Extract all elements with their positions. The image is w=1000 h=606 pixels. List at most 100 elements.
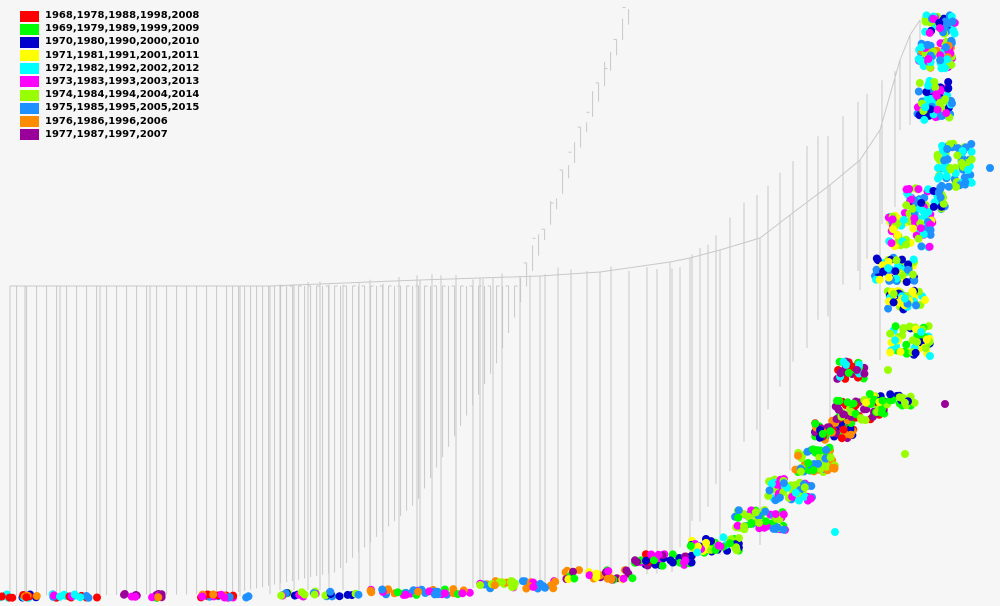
tree-tip: [795, 496, 803, 505]
tree-tip: [943, 155, 952, 164]
tree-tip: [947, 60, 956, 69]
tree-tip: [932, 90, 941, 99]
tree-tip: [84, 593, 93, 602]
tree-tip: [826, 427, 835, 436]
legend-item: 1969,1979,1989,1999,2009: [20, 23, 199, 35]
tree-tip: [815, 453, 824, 462]
tree-tip: [941, 17, 950, 26]
tree-tip: [922, 88, 931, 96]
tree-tip: [767, 479, 776, 488]
tree-tip: [878, 396, 887, 405]
tree-tip: [765, 486, 774, 495]
tree-tip: [837, 434, 846, 443]
tree-tip: [884, 264, 893, 273]
tree-tip: [518, 577, 527, 586]
tree-tip: [944, 78, 953, 86]
tree-branch: [879, 59, 901, 131]
legend-item: 1968,1978,1988,1998,2008: [20, 10, 199, 22]
tree-tip: [929, 15, 938, 23]
legend-item: 1973,1983,1993,2003,2013: [20, 76, 199, 88]
tree-tip: [732, 543, 741, 552]
tree-tip: [924, 55, 933, 63]
tree-tip: [32, 592, 41, 600]
legend-label: 1968,1978,1988,1998,2008: [45, 10, 200, 21]
tree-tip: [860, 369, 869, 378]
tree-tip: [220, 593, 229, 602]
tree-tip: [498, 578, 507, 587]
tree-tip: [849, 399, 858, 408]
tree-tip: [740, 522, 748, 531]
tree-tip: [619, 574, 628, 583]
tree-tip: [761, 517, 770, 526]
tree-tip: [967, 155, 976, 164]
tree-tip: [310, 590, 319, 599]
tree-tip: [622, 566, 631, 575]
tree-tip: [154, 593, 163, 602]
tree-tip: [957, 158, 966, 167]
tree-tip: [908, 287, 917, 296]
legend-item: 1976,1986,1996,2006: [20, 116, 199, 128]
tree-tip: [826, 453, 835, 462]
tree-tip: [910, 398, 919, 407]
tree-tip: [884, 273, 893, 282]
tree-tip: [958, 147, 967, 155]
tree-branch: [689, 249, 721, 259]
tree-branch: [899, 34, 911, 61]
tree-tip: [929, 202, 938, 211]
tree-tip: [899, 215, 908, 224]
tree-tip: [839, 410, 848, 419]
tree-tip: [714, 541, 723, 550]
tree-branch: [909, 19, 921, 36]
tree-tip: [916, 56, 925, 65]
tree-branch: [479, 275, 541, 279]
legend-label: 1969,1979,1989,1999,2009: [45, 23, 200, 35]
tree-tip: [604, 567, 613, 576]
legend-swatch: [20, 129, 39, 141]
legend-label: 1975,1985,1995,2005,2015: [45, 102, 200, 114]
tree-tip: [569, 567, 577, 576]
tree-tip: [924, 81, 933, 90]
tree-tip: [899, 324, 908, 332]
tree-tip: [902, 201, 911, 210]
tree-branches: [9, 6, 921, 596]
tree-tip: [909, 224, 918, 233]
tree-tip: [903, 265, 912, 274]
tree-tip: [900, 294, 909, 303]
tree-tip: [800, 492, 809, 501]
legend-swatch: [20, 63, 39, 75]
tree-tip: [779, 525, 788, 534]
tree-tip: [917, 43, 926, 52]
tree-tip: [735, 534, 743, 543]
tree-tip: [628, 574, 637, 583]
tree-tip: [687, 558, 696, 567]
tree-tip: [148, 593, 157, 602]
tree-tip: [686, 541, 695, 550]
tree-tip: [335, 592, 344, 601]
legend-swatch: [20, 89, 39, 101]
tree-tip: [430, 590, 439, 599]
tree-tip: [779, 479, 788, 488]
tree-tip: [964, 165, 973, 174]
tree-tip: [343, 590, 352, 599]
tree-tip: [693, 548, 702, 557]
tree-tip: [541, 583, 549, 592]
tree-tip: [839, 425, 848, 434]
tree-tip: [465, 588, 474, 597]
tree-tip: [725, 539, 734, 548]
legend-label: 1973,1983,1993,2003,2013: [45, 75, 200, 87]
tree-tip: [922, 335, 931, 344]
tree-tip: [914, 87, 923, 96]
tree-tip: [244, 592, 253, 601]
tree-tip: [846, 430, 855, 439]
legend-item: 1970,1980,1990,2000,2010: [20, 36, 199, 48]
tree-tip: [654, 550, 663, 559]
tree-tip: [884, 366, 892, 374]
tree-tip: [943, 55, 952, 64]
legend-swatch: [20, 23, 39, 35]
tree-tip: [570, 574, 579, 583]
tree-tip: [746, 520, 755, 528]
tree-tip: [490, 581, 499, 590]
tree-tip: [794, 451, 802, 460]
legend-swatch: [20, 76, 39, 88]
tree-tip: [818, 429, 827, 438]
